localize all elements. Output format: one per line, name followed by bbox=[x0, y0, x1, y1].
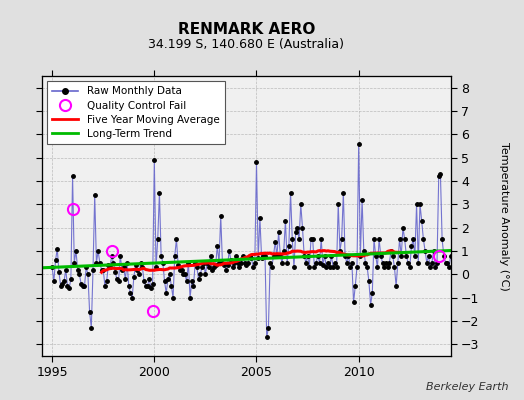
Text: 34.199 S, 140.680 E (Australia): 34.199 S, 140.680 E (Australia) bbox=[148, 38, 344, 51]
Text: Berkeley Earth: Berkeley Earth bbox=[426, 382, 508, 392]
Text: RENMARK AERO: RENMARK AERO bbox=[178, 22, 315, 37]
Y-axis label: Temperature Anomaly (°C): Temperature Anomaly (°C) bbox=[499, 142, 509, 290]
Legend: Raw Monthly Data, Quality Control Fail, Five Year Moving Average, Long-Term Tren: Raw Monthly Data, Quality Control Fail, … bbox=[47, 81, 225, 144]
